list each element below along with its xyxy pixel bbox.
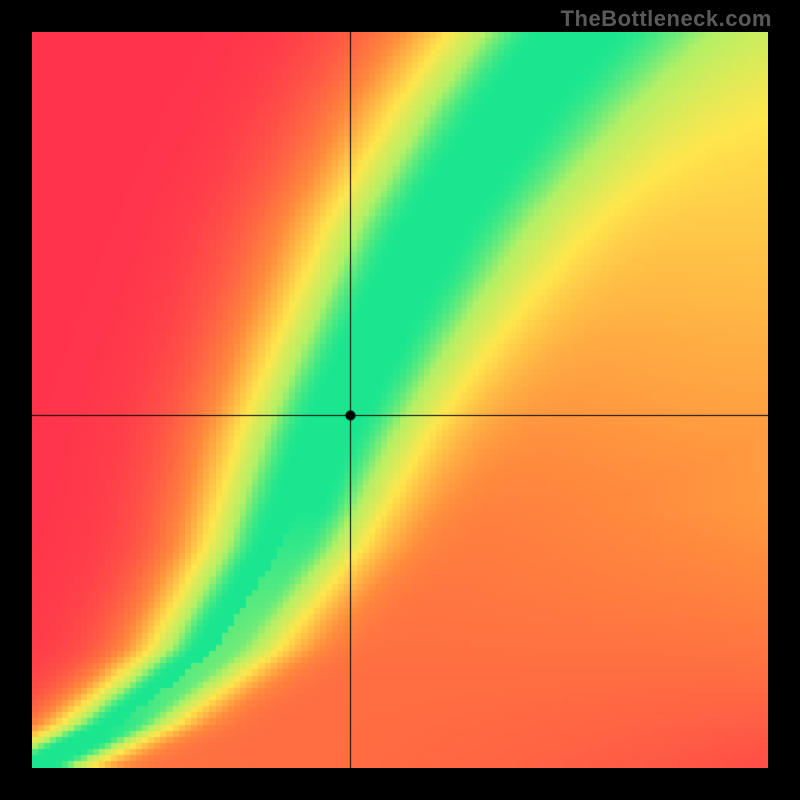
watermark-text: TheBottleneck.com bbox=[561, 6, 772, 32]
bottleneck-heatmap bbox=[32, 32, 768, 768]
